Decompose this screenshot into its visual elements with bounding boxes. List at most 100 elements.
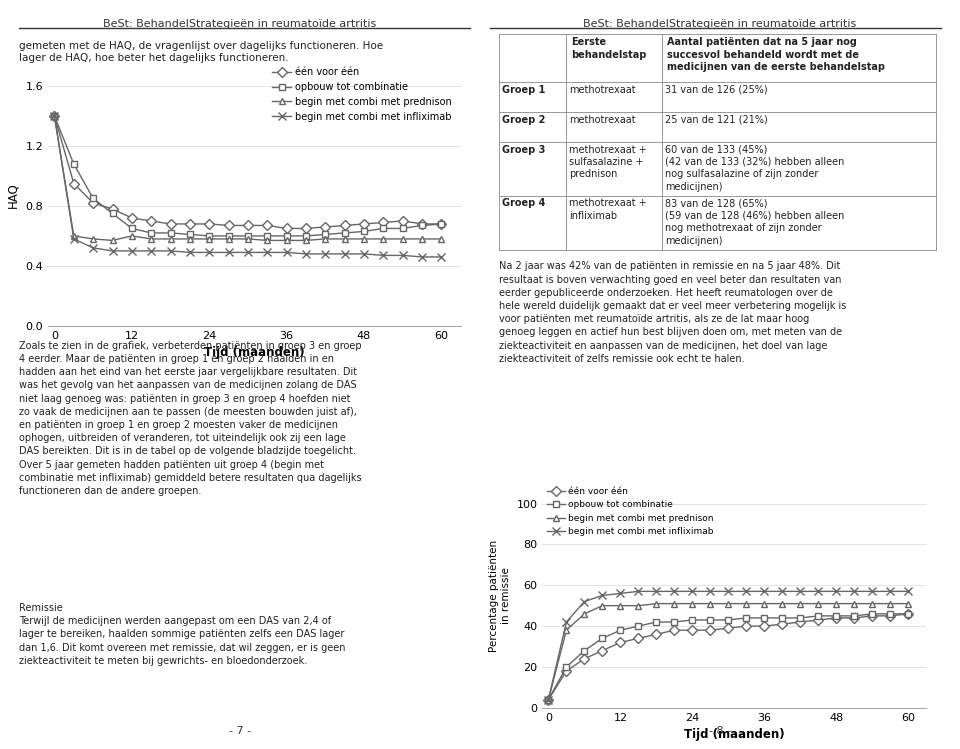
begin met combi met infliximab — [579, 597, 590, 606]
begin met combi met prednison — [397, 234, 409, 243]
begin met combi met infliximab — [668, 587, 680, 596]
begin met combi met prednison — [68, 231, 80, 240]
begin met combi met infliximab — [596, 591, 609, 600]
begin met combi met prednison — [145, 234, 156, 243]
één voor één — [795, 617, 806, 626]
Text: Groep 1: Groep 1 — [502, 85, 545, 94]
één voor één — [830, 613, 842, 622]
begin met combi met prednison — [633, 601, 644, 610]
begin met combi met infliximab — [242, 248, 253, 257]
opbouw tot combinatie — [830, 611, 842, 620]
opbouw tot combinatie — [320, 230, 331, 239]
begin met combi met infliximab — [795, 587, 806, 596]
Text: 83 van de 128 (65%)
(59 van de 128 (46%) hebben alleen
nog methotrexaat of zijn : 83 van de 128 (65%) (59 van de 128 (46%)… — [665, 198, 845, 246]
opbouw tot combinatie — [686, 616, 698, 625]
opbouw tot combinatie — [223, 231, 234, 240]
één voor één — [633, 634, 644, 643]
begin met combi met prednison — [885, 599, 897, 608]
opbouw tot combinatie — [261, 231, 273, 240]
Text: - 8 -: - 8 - — [708, 726, 732, 736]
opbouw tot combinatie — [741, 613, 753, 622]
opbouw tot combinatie — [542, 695, 554, 704]
opbouw tot combinatie — [204, 231, 215, 240]
Text: methotrexaat +
sulfasalazine +
prednison: methotrexaat + sulfasalazine + prednison — [569, 145, 647, 179]
begin met combi met prednison — [758, 599, 770, 608]
opbouw tot combinatie — [812, 611, 824, 620]
Line: één voor één: één voor één — [51, 112, 444, 232]
Text: BeSt: BehandelStrategieën in reumatoïde artritis: BeSt: BehandelStrategieën in reumatoïde … — [104, 19, 376, 28]
opbouw tot combinatie — [614, 625, 626, 634]
één voor één — [758, 622, 770, 631]
begin met combi met prednison — [417, 234, 428, 243]
Text: 60 van de 133 (45%)
(42 van de 133 (32%) hebben alleen
nog sulfasalazine of zijn: 60 van de 133 (45%) (42 van de 133 (32%)… — [665, 145, 845, 192]
begin met combi met infliximab — [723, 587, 734, 596]
begin met combi met prednison — [614, 601, 626, 610]
begin met combi met infliximab — [397, 251, 409, 260]
begin met combi met infliximab — [145, 246, 156, 255]
begin met combi met prednison — [741, 599, 753, 608]
opbouw tot combinatie — [795, 613, 806, 622]
één voor één — [417, 219, 428, 228]
begin met combi met infliximab — [777, 587, 788, 596]
één voor één — [281, 224, 293, 233]
opbouw tot combinatie — [758, 613, 770, 622]
opbouw tot combinatie — [777, 613, 788, 622]
één voor één — [242, 221, 253, 230]
één voor één — [165, 219, 177, 228]
begin met combi met prednison — [87, 234, 99, 243]
opbouw tot combinatie — [184, 230, 196, 239]
begin met combi met prednison — [436, 234, 447, 243]
begin met combi met infliximab — [165, 246, 177, 255]
Text: Eerste
behandelstap: Eerste behandelstap — [571, 37, 647, 60]
begin met combi met infliximab — [686, 587, 698, 596]
Text: - 7 -: - 7 - — [228, 726, 252, 736]
begin met combi met prednison — [651, 599, 662, 608]
begin met combi met prednison — [261, 236, 273, 245]
één voor één — [87, 198, 99, 207]
één voor één — [377, 218, 389, 227]
opbouw tot combinatie — [867, 610, 878, 619]
begin met combi met infliximab — [436, 252, 447, 261]
begin met combi met prednison — [596, 601, 609, 610]
begin met combi met prednison — [184, 234, 196, 243]
begin met combi met prednison — [561, 625, 572, 634]
één voor één — [223, 221, 234, 230]
begin met combi met infliximab — [320, 249, 331, 258]
begin met combi met infliximab — [902, 587, 914, 596]
opbouw tot combinatie — [281, 231, 293, 240]
één voor één — [126, 213, 137, 222]
begin met combi met infliximab — [184, 248, 196, 257]
één voor één — [596, 646, 609, 655]
Text: Groep 3: Groep 3 — [502, 145, 545, 154]
opbouw tot combinatie — [705, 616, 716, 625]
opbouw tot combinatie — [107, 209, 118, 218]
Text: Remissie
Terwijl de medicijnen werden aangepast om een DAS van 2,4 of
lager te b: Remissie Terwijl de medicijnen werden aa… — [19, 603, 346, 666]
begin met combi met infliximab — [849, 587, 860, 596]
begin met combi met infliximab — [49, 112, 60, 121]
één voor één — [339, 221, 350, 230]
begin met combi met prednison — [723, 599, 734, 608]
begin met combi met prednison — [686, 599, 698, 608]
begin met combi met infliximab — [281, 248, 293, 257]
begin met combi met prednison — [812, 599, 824, 608]
Text: 25 van de 121 (21%): 25 van de 121 (21%) — [665, 115, 768, 124]
opbouw tot combinatie — [165, 228, 177, 237]
opbouw tot combinatie — [561, 662, 572, 671]
Text: Zoals te zien in de grafiek, verbeterden patiënten in groep 3 en groep
4 eerder.: Zoals te zien in de grafiek, verbeterden… — [19, 341, 362, 496]
één voor één — [686, 625, 698, 634]
één voor één — [812, 616, 824, 625]
één voor één — [68, 179, 80, 188]
begin met combi met infliximab — [867, 587, 878, 596]
één voor één — [397, 216, 409, 225]
één voor één — [867, 611, 878, 620]
begin met combi met prednison — [358, 234, 370, 243]
begin met combi met prednison — [795, 599, 806, 608]
opbouw tot combinatie — [49, 112, 60, 121]
Text: Groep 2: Groep 2 — [502, 115, 545, 124]
begin met combi met prednison — [281, 236, 293, 245]
Line: opbouw tot combinatie: opbouw tot combinatie — [545, 610, 912, 703]
opbouw tot combinatie — [668, 617, 680, 626]
opbouw tot combinatie — [242, 231, 253, 240]
één voor één — [436, 219, 447, 228]
begin met combi met prednison — [49, 112, 60, 121]
